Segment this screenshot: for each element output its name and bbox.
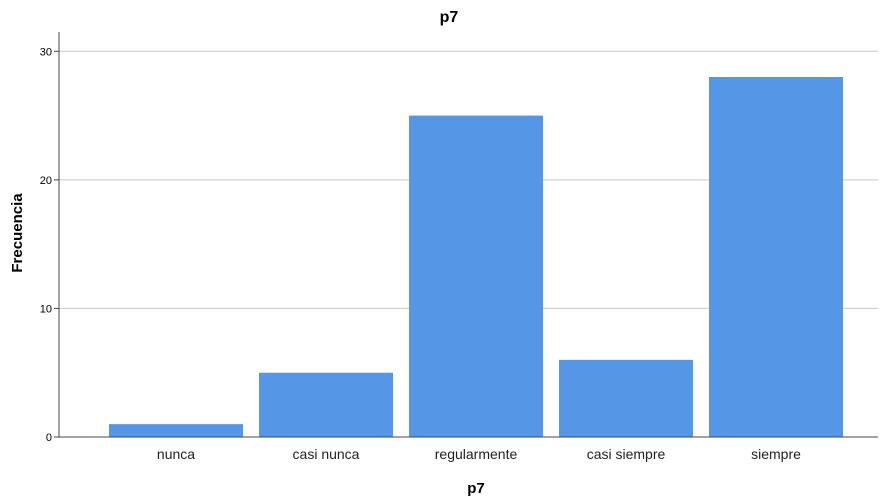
x-tick-label-regularmente: regularmente: [435, 446, 518, 462]
bar-siempre: [709, 77, 843, 437]
x-tick-label-casi-siempre: casi siempre: [587, 446, 666, 462]
x-tick-label-casi-nunca: casi nunca: [293, 446, 360, 462]
y-tick-label-10: 10: [40, 303, 52, 315]
axes: [54, 32, 878, 438]
y-tick-labels: 0 10 20 30: [40, 46, 52, 444]
x-tick-label-siempre: siempre: [751, 446, 801, 462]
x-tick-labels: nunca casi nunca regularmente casi siempre s…: [157, 446, 801, 462]
bar-nunca: [109, 424, 243, 437]
bar-casi-siempre: [559, 359, 693, 437]
y-tick-label-30: 30: [40, 46, 52, 58]
bar-regularmente: [409, 115, 543, 438]
y-tick-label-20: 20: [40, 175, 52, 187]
y-axis-title: Frecuencia: [9, 193, 26, 273]
y-tick-label-0: 0: [46, 432, 52, 444]
x-axis-title: p7: [467, 480, 485, 497]
chart-title: p7: [440, 9, 459, 26]
bar-casi-nunca: [259, 372, 393, 437]
bars: [109, 77, 843, 438]
x-tick-label-nunca: nunca: [157, 446, 195, 462]
